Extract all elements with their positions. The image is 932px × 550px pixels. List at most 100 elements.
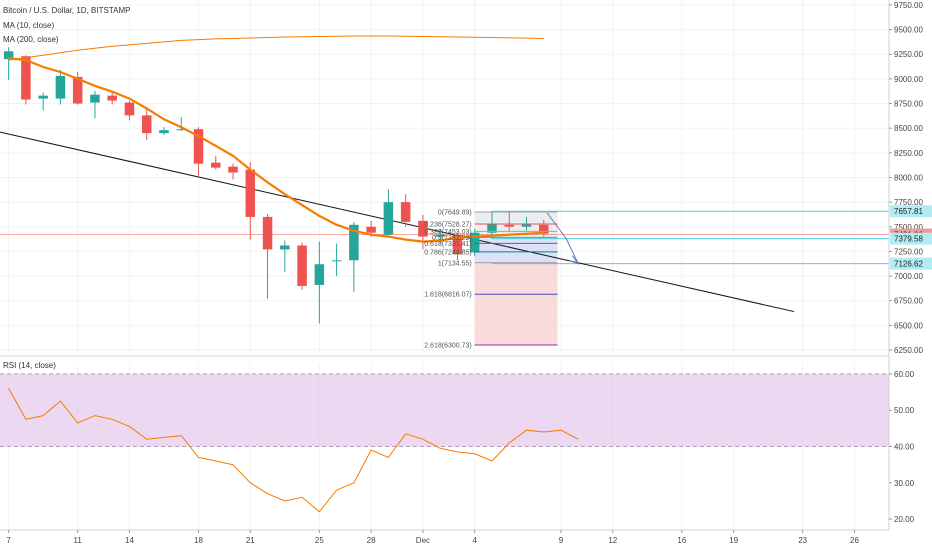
- ma200-legend: MA (200, close): [3, 35, 59, 44]
- ma10-line: [8, 57, 544, 243]
- price-tick-label: 6500.00: [894, 321, 923, 330]
- time-tick-label: 19: [729, 536, 738, 545]
- price-tag-box: [890, 205, 932, 218]
- candle-down: [262, 216, 273, 250]
- candle-up: [280, 245, 290, 250]
- moving-averages: [8, 35, 544, 243]
- rsi-band: [0, 373, 889, 447]
- price-tick-label: 8250.00: [894, 149, 923, 158]
- candle-up: [90, 94, 100, 103]
- fib-level-label: 0.5(7392.22): [432, 235, 472, 242]
- candle-up: [469, 232, 480, 253]
- candle-down: [366, 226, 376, 233]
- price-tick-label: 8000.00: [894, 173, 923, 182]
- price-tick-label: 7000.00: [894, 272, 923, 281]
- rsi-pane: [0, 355, 889, 513]
- time-tick-label: 12: [608, 536, 617, 545]
- arrow-path: [546, 212, 579, 264]
- price-tick-label: 7250.00: [894, 247, 923, 256]
- candle-up: [176, 129, 186, 131]
- trendline: [0, 131, 795, 313]
- time-tick-label: 28: [367, 536, 376, 545]
- rsi-legend: RSI (14, close): [3, 361, 56, 370]
- price-tick-label: 9500.00: [894, 26, 923, 35]
- candle-down: [400, 202, 411, 222]
- ma10-legend: MA (10, close): [3, 21, 55, 30]
- time-tick-label: 26: [850, 536, 859, 545]
- price-tick-label: 6750.00: [894, 297, 923, 306]
- fib-level-label: 0.786(7244.85): [424, 249, 471, 256]
- candle-down: [418, 220, 428, 237]
- horizontal-levels: [0, 210, 889, 265]
- time-tick-label: 4: [472, 536, 477, 545]
- candle-up: [487, 223, 497, 233]
- rsi-tick-label: 60.00: [894, 370, 915, 379]
- candle-down: [21, 56, 31, 100]
- candle-up: [38, 95, 48, 99]
- candle-down: [72, 76, 83, 104]
- price-tick-label: 9250.00: [894, 50, 923, 59]
- time-tick-label: 21: [246, 536, 255, 545]
- time-tick-label: 25: [315, 536, 324, 545]
- candle-up: [55, 75, 66, 99]
- candle-up: [349, 224, 359, 261]
- candle-down: [193, 129, 204, 164]
- candle-down: [504, 224, 514, 227]
- arrow-head: [569, 255, 580, 265]
- fib-level-label: 0.236(7528.27): [424, 221, 471, 228]
- candle-down: [211, 162, 221, 168]
- price-tag-box: [890, 257, 932, 270]
- candle-up: [383, 202, 394, 235]
- time-tick-label: 7: [6, 536, 11, 545]
- candle-up: [435, 234, 445, 237]
- trend-line: [0, 131, 795, 313]
- price-tick-label: 8750.00: [894, 100, 923, 109]
- rsi-tick-label: 50.00: [894, 406, 915, 415]
- candle-up: [159, 130, 169, 134]
- time-tick-label: 23: [798, 536, 807, 545]
- fib-extension: 0(7649.89)0.236(7528.27)0.382(7453.03)0.…: [424, 209, 558, 350]
- candle-down: [124, 102, 135, 116]
- short-zone: [474, 263, 558, 346]
- candle-down: [141, 115, 152, 134]
- candle-up: [3, 51, 14, 60]
- price-tick-label: 7500.00: [894, 223, 923, 232]
- time-tick-label: 16: [677, 536, 686, 545]
- time-tick-label: 18: [194, 536, 203, 545]
- price-tick-label: 8500.00: [894, 124, 923, 133]
- candle-down: [297, 245, 307, 286]
- candle-up: [521, 223, 532, 227]
- candle-up: [314, 264, 325, 285]
- fib-level-label: 1(7134.55): [438, 260, 472, 267]
- candles: [3, 47, 549, 324]
- price-tick-label: 9750.00: [894, 1, 923, 10]
- price-tag-label: 7379.58: [894, 235, 923, 244]
- price-tick-label: 7750.00: [894, 198, 923, 207]
- candle-up: [331, 260, 342, 262]
- time-tick-label: 9: [559, 536, 564, 545]
- fib-level-label: 0(7649.89): [438, 209, 472, 216]
- fib-level-label: 2.618(6300.73): [424, 343, 471, 350]
- rsi-line: [8, 388, 579, 513]
- rsi-tick-label: 40.00: [894, 443, 915, 452]
- candle-down: [107, 95, 117, 101]
- time-tick-label: Dec: [416, 536, 430, 545]
- fib-level-label: 0.382(7453.03): [424, 229, 471, 236]
- chart-title: Bitcoin / U.S. Dollar, 1D, BITSTAMP: [3, 6, 131, 15]
- projection-arrow: [546, 212, 580, 265]
- rsi-tick-label: 20.00: [894, 515, 915, 524]
- fib-level-label: 0.618(7331.41): [424, 241, 471, 248]
- fib-level-label: 1.618(6816.07): [424, 292, 471, 299]
- candle-down: [245, 169, 256, 217]
- price-tag-box: [890, 232, 932, 245]
- price-tick-label: 9000.00: [894, 75, 923, 84]
- price-tag-label: 7126.62: [894, 260, 923, 269]
- candle-down: [452, 234, 463, 255]
- price-tick-label: 6250.00: [894, 346, 923, 355]
- time-tick-label: 14: [125, 536, 134, 545]
- time-tick-label: 11: [74, 536, 83, 545]
